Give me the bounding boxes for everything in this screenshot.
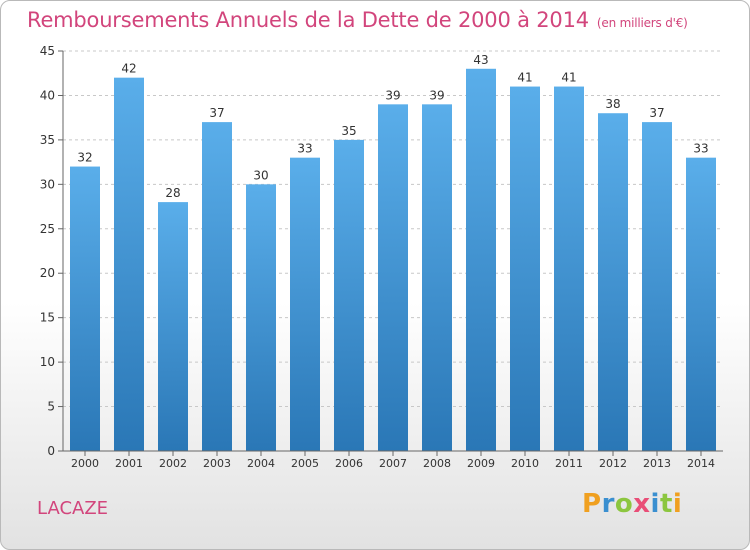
bar-2005 [290,157,320,451]
x-tick-label-2014: 2014 [687,457,715,470]
bar-2007 [378,104,408,451]
logo-letter: P [582,489,602,519]
logo-letter: o [614,489,634,519]
value-label-2009: 43 [473,53,488,67]
chart-title: Remboursements Annuels de la Dette de 20… [27,8,688,32]
x-tick-label-2000: 2000 [71,457,99,470]
x-tick-label-2009: 2009 [467,457,495,470]
value-label-2004: 30 [253,168,268,182]
x-tick-label-2007: 2007 [379,457,407,470]
value-label-2001: 42 [121,62,136,76]
logo-letter: i [672,489,683,519]
x-tick-label-2008: 2008 [423,457,451,470]
bar-2000 [70,166,100,452]
logo-letter: i [650,489,660,519]
x-tick-label-2005: 2005 [291,457,319,470]
bar-2011 [554,86,584,452]
y-tick-label: 20 [40,266,55,280]
x-tick-label-2011: 2011 [555,457,583,470]
value-label-2005: 33 [297,142,312,156]
x-tick-label-2013: 2013 [643,457,671,470]
chart-unit: (en milliers d'€) [596,16,688,30]
commune-name: LACAZE [37,498,109,519]
value-label-2007: 39 [385,88,400,102]
bar-2003 [202,122,232,451]
x-tick-label-2006: 2006 [335,457,363,470]
logo-letter: x [633,489,651,519]
y-tick-label: 0 [47,444,55,458]
axes: 0 5 10 15 20 25 30 35 40 45 2000 2001 2002 2003 2004 20… [40,44,723,470]
value-label-2013: 37 [649,106,664,120]
value-label-2002: 28 [165,186,180,200]
x-tick-label-2004: 2004 [247,457,275,470]
value-label-2012: 38 [605,97,620,111]
value-label-2000: 32 [77,151,92,165]
y-tick-label: 10 [40,355,55,369]
y-tick-label: 40 [40,88,55,102]
y-tick-label: 25 [40,222,55,236]
x-tick-label-2001: 2001 [115,457,143,470]
y-tick-label: 45 [40,44,55,58]
x-tick-label-2003: 2003 [203,457,231,470]
y-tick-label: 5 [47,400,55,414]
bar-2008 [422,104,452,451]
bar-2010 [510,86,540,452]
x-tick-label-2002: 2002 [159,457,187,470]
bar-2006 [334,139,364,451]
value-label-2014: 33 [693,142,708,156]
bar-2013 [642,122,672,451]
logo-letter: t [659,489,673,519]
value-label-2010: 41 [517,71,532,85]
y-tick-label: 35 [40,133,55,147]
bars: 32 42 28 37 30 33 35 39 39 43 41 41 38 37 33 [70,53,716,452]
logo-letter: r [601,489,615,519]
value-label-2006: 35 [341,124,356,138]
bar-2001 [114,77,144,452]
bar-2002 [158,202,188,451]
bar-2009 [466,68,496,452]
bar-2012 [598,113,628,451]
x-tick-label-2012: 2012 [599,457,627,470]
value-label-2003: 37 [209,106,224,120]
value-label-2011: 41 [561,71,576,85]
bar-2004 [246,184,276,452]
y-tick-label: 15 [40,311,55,325]
x-tick-label-2010: 2010 [511,457,539,470]
chart-title-text: Remboursements Annuels de la Dette de 20… [27,8,589,32]
y-tick-label: 30 [40,177,55,191]
value-label-2008: 39 [429,88,444,102]
bar-2014 [686,157,716,451]
proxiti-logo: Proxiti [582,489,682,519]
